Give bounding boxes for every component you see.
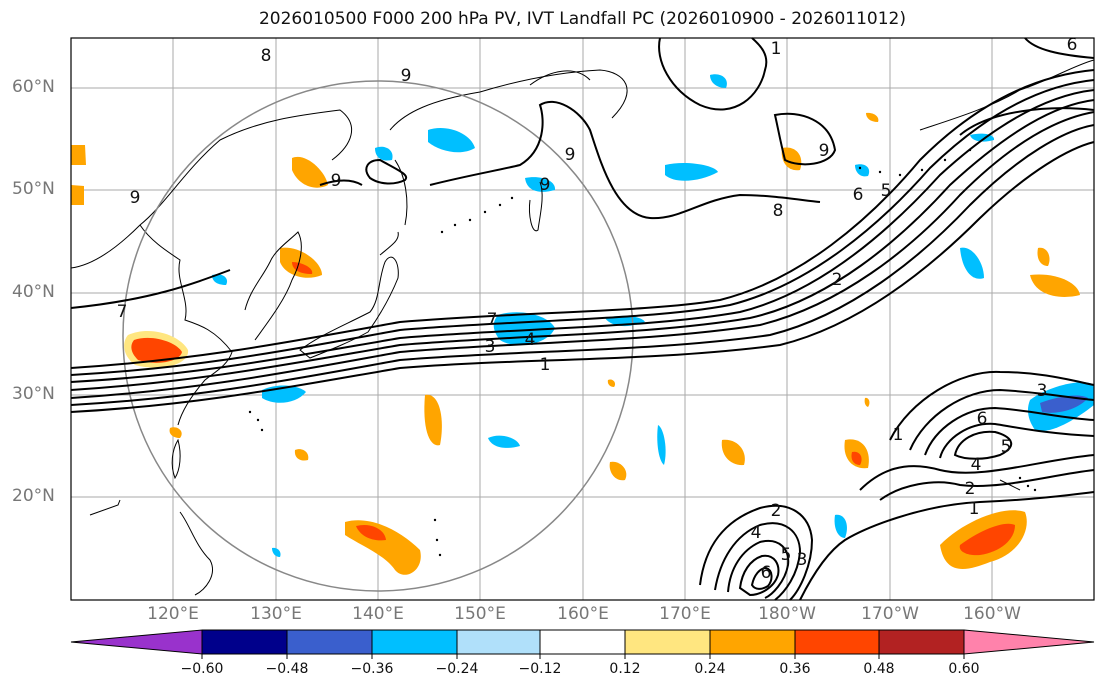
contour-label: 4 bbox=[971, 455, 982, 475]
contour-label: 3 bbox=[485, 337, 496, 357]
colorbar-tick-label: 0.12 bbox=[609, 661, 641, 677]
lat-tick-label: 60°N bbox=[12, 77, 55, 97]
ivt-landfall-circle bbox=[122, 80, 634, 592]
colorbar-segment-0 bbox=[70, 629, 203, 655]
colorbar-segment-9 bbox=[879, 630, 964, 654]
graticule bbox=[71, 38, 1094, 600]
lon-tick-label: 120°E bbox=[147, 604, 199, 624]
lon-tick-label: 180°W bbox=[758, 604, 816, 624]
colorbar-tick-label: −0.36 bbox=[350, 661, 394, 677]
lon-tick-label: 130°E bbox=[250, 604, 302, 624]
contour-label: 4 bbox=[525, 330, 536, 350]
contour-label: 9 bbox=[540, 175, 551, 195]
colorbar-segment-1 bbox=[202, 630, 287, 654]
island-chains bbox=[248, 148, 1037, 557]
colorbar-segment-10 bbox=[963, 629, 1095, 655]
contour-label: 2 bbox=[965, 479, 976, 499]
colorbar-segment-8 bbox=[795, 630, 879, 654]
colorbar-segment-3 bbox=[372, 630, 457, 654]
contour-label: 8 bbox=[261, 46, 272, 66]
colorbar-tick-label: 0.60 bbox=[948, 661, 980, 677]
contour-label-group: 8 9 9 9 9 9 6 1 9 8 6 5 2 7 7 4 3 1 3 6 … bbox=[117, 35, 1078, 583]
contour-label: 1 bbox=[540, 355, 551, 375]
colorbar-tick-label: −0.48 bbox=[265, 661, 309, 677]
contour-label: 4 bbox=[751, 523, 762, 543]
contour-label: 7 bbox=[487, 310, 498, 330]
colorbar-segment-6 bbox=[625, 630, 710, 654]
colorbar-tick-label: −0.12 bbox=[518, 661, 562, 677]
lon-tick-label: 160°E bbox=[557, 604, 609, 624]
colorbar-tick-label: 0.24 bbox=[694, 661, 726, 677]
lon-tick-label: 170°W bbox=[861, 604, 919, 624]
lat-tick-label: 40°N bbox=[12, 282, 55, 302]
contour-label: 5 bbox=[881, 181, 892, 201]
contour-label: 1 bbox=[771, 39, 782, 59]
contour-label: 9 bbox=[401, 66, 412, 86]
contour-label: 9 bbox=[130, 188, 141, 208]
lon-tick-label: 160°W bbox=[963, 604, 1021, 624]
contour-label: 2 bbox=[771, 501, 782, 521]
contour-label: 1 bbox=[893, 425, 904, 445]
lon-tick-label: 140°E bbox=[352, 604, 404, 624]
lon-tick-label: 170°E bbox=[659, 604, 711, 624]
contour-label: 1 bbox=[969, 499, 980, 519]
contour-label: 6 bbox=[1067, 35, 1078, 55]
map-title: 2026010500 F000 200 hPa PV, IVT Landfall… bbox=[258, 9, 906, 29]
contour-label: 9 bbox=[819, 141, 830, 161]
contour-label: 6 bbox=[761, 563, 772, 583]
colorbar-segment-7 bbox=[710, 630, 795, 654]
contour-label: 7 bbox=[117, 302, 128, 322]
contour-label: 6 bbox=[977, 409, 988, 429]
contour-label: 9 bbox=[565, 145, 576, 165]
lat-tick-label: 50°N bbox=[12, 179, 55, 199]
contour-label: 2 bbox=[832, 270, 843, 290]
contour-label: 3 bbox=[1037, 381, 1048, 401]
lat-tick-label: 30°N bbox=[12, 384, 55, 404]
colorbar-segment-5 bbox=[540, 630, 625, 654]
contour-label: 3 bbox=[797, 550, 808, 570]
contour-label: 5 bbox=[781, 545, 792, 565]
contour-label: 5 bbox=[1001, 437, 1012, 457]
colorbar bbox=[70, 629, 1095, 659]
contour-label: 6 bbox=[853, 185, 864, 205]
colorbar-segment-4 bbox=[457, 630, 540, 654]
contour-label: 9 bbox=[331, 171, 342, 191]
colorbar-tick-label: −0.60 bbox=[180, 661, 224, 677]
colorbar-segment-2 bbox=[287, 630, 372, 654]
map-frame bbox=[70, 37, 1095, 601]
colorbar-tick-label: −0.24 bbox=[435, 661, 479, 677]
contour-lines bbox=[70, 37, 1095, 601]
lat-tick-label: 20°N bbox=[12, 486, 55, 506]
colorbar-tick-label: 0.36 bbox=[779, 661, 811, 677]
contour-label: 8 bbox=[773, 201, 784, 221]
colorbar-tick-label: 0.48 bbox=[863, 661, 895, 677]
lon-tick-label: 150°E bbox=[454, 604, 506, 624]
